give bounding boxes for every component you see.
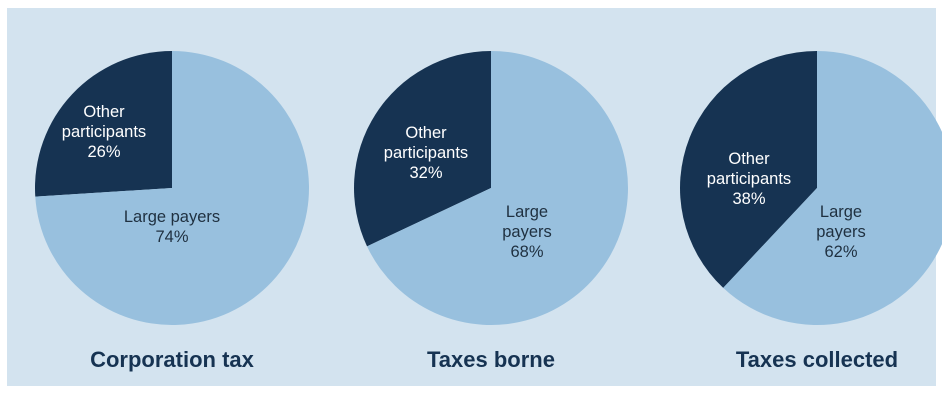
slice-label-line: 62%	[824, 243, 857, 261]
slice-large-payers	[35, 51, 309, 325]
slice-label-line: 74%	[155, 228, 188, 246]
slice-label-other-participants: Other participants 32%	[384, 124, 468, 182]
slice-label-line: 26%	[87, 143, 120, 161]
pie-chart-3: Other participants 38% Large payers 62% Taxes …	[680, 50, 942, 372]
slice-label-line: Other	[405, 124, 447, 142]
slice-label-line: 32%	[409, 164, 442, 182]
slice-label-line: Large	[506, 203, 548, 221]
slice-label-line: Large payers	[124, 208, 220, 226]
slice-label-line: Other	[83, 103, 125, 121]
slice-large-payers	[723, 51, 942, 325]
pie-chart-1: Other participants 26% Large payers 74% Corpo…	[34, 51, 309, 372]
slice-label-line: participants	[384, 144, 468, 162]
chart-title: Taxes collected	[736, 347, 898, 372]
slice-label-large-payers: Large payers 62%	[816, 203, 866, 261]
slice-label-line: Other	[728, 150, 770, 168]
slice-label-line: participants	[707, 170, 791, 188]
slice-label-line: payers	[816, 223, 866, 241]
chart-title: Taxes borne	[427, 347, 555, 372]
slice-other-participants	[680, 50, 817, 288]
slice-label-line: 68%	[510, 243, 543, 261]
slice-label-line: Large	[820, 203, 862, 221]
slice-label-line: payers	[502, 223, 552, 241]
slice-label-other-participants: Other participants 26%	[62, 103, 146, 161]
slice-label-line: 38%	[732, 190, 765, 208]
chart-title: Corporation tax	[90, 347, 255, 372]
pie-chart-2: Other participants 32% Large payers 68% Taxes …	[354, 51, 629, 372]
slice-other-participants	[34, 51, 173, 197]
slice-large-payers	[367, 51, 629, 325]
slice-label-line: participants	[62, 123, 146, 141]
slice-label-large-payers: Large payers 68%	[502, 203, 552, 261]
slice-other-participants	[354, 51, 491, 247]
slice-label-other-participants: Other participants 38%	[707, 150, 791, 208]
slice-label-large-payers: Large payers 74%	[124, 208, 220, 246]
